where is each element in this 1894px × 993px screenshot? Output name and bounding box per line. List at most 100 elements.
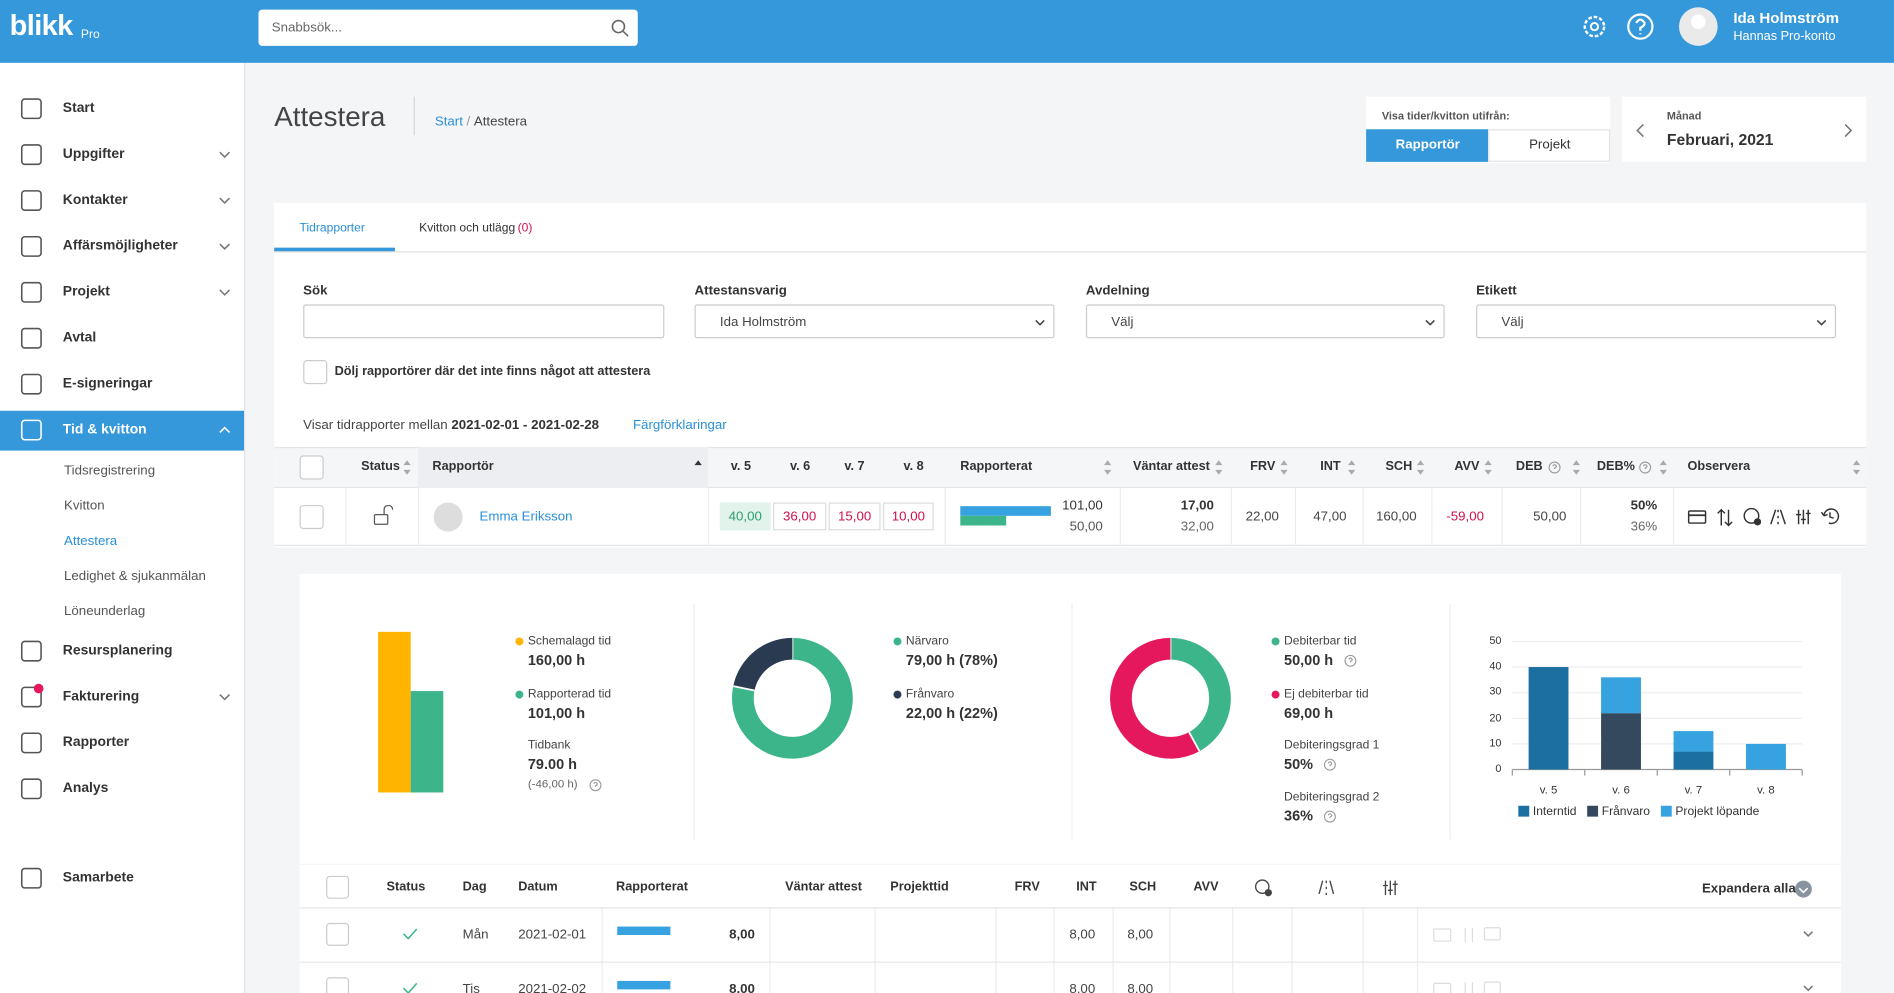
- sort-icon: [1348, 469, 1356, 475]
- nav-item[interactable]: Affärsmöjligheter: [62, 238, 178, 254]
- nav-item[interactable]: Resursplanering: [62, 643, 173, 658]
- breadcrumb-link[interactable]: Start: [434, 114, 463, 130]
- filter-label: Sök: [303, 283, 328, 299]
- reported-bar: [617, 926, 671, 936]
- nav-subitem[interactable]: Kvitton: [64, 498, 105, 514]
- filter-input[interactable]: [303, 304, 665, 339]
- row-checkbox[interactable]: [326, 977, 350, 993]
- column-header[interactable]: Rapportör: [432, 459, 494, 474]
- legend-dot: [515, 690, 524, 699]
- column-header[interactable]: Status: [386, 879, 426, 895]
- legend-label: Frånvaro: [905, 687, 955, 702]
- nav-item[interactable]: Tid & kvitton: [62, 422, 147, 437]
- filter-input[interactable]: [1476, 304, 1837, 339]
- nav-icon: [20, 778, 42, 800]
- help-icon: [1327, 761, 1333, 767]
- toggle-option[interactable]: Rapportör: [1395, 137, 1460, 153]
- column-header[interactable]: DEB: [1515, 459, 1543, 474]
- donut-segment: [1110, 637, 1200, 759]
- column-header[interactable]: Observera: [1687, 459, 1751, 474]
- nav-item[interactable]: Rapporter: [62, 735, 130, 750]
- toggle-active[interactable]: [1366, 129, 1489, 162]
- nav-item[interactable]: Avtal: [62, 330, 97, 346]
- column-header[interactable]: DEB%: [1596, 459, 1635, 474]
- sch-value: 8,00: [1127, 982, 1154, 993]
- column-header[interactable]: v. 7: [844, 459, 865, 474]
- date: 2021-02-01: [518, 927, 587, 943]
- reporter-name[interactable]: Emma Eriksson: [479, 509, 573, 525]
- row-icon: [1483, 927, 1501, 941]
- filter-input[interactable]: [1085, 304, 1445, 339]
- column-header[interactable]: AVV: [1193, 879, 1219, 895]
- filter-input[interactable]: [694, 304, 1055, 339]
- column-header[interactable]: Projekttid: [890, 879, 949, 895]
- reported-bar: [960, 506, 1051, 516]
- nav-item[interactable]: Projekt: [62, 284, 110, 300]
- week-cell[interactable]: [882, 502, 934, 531]
- column-header[interactable]: Dag: [462, 879, 487, 895]
- column-header[interactable]: FRV: [1250, 459, 1276, 474]
- stacked-bar: [1673, 751, 1714, 770]
- nav-item[interactable]: Uppgifter: [62, 146, 125, 162]
- header-checkbox[interactable]: [326, 875, 350, 899]
- sort-icon: [403, 469, 411, 475]
- nav-subitem[interactable]: Löneunderlag: [64, 603, 146, 619]
- nav-item[interactable]: Fakturering: [62, 689, 140, 704]
- week-cell[interactable]: [773, 502, 827, 531]
- column-header[interactable]: SCH: [1129, 879, 1157, 895]
- nav-subitem[interactable]: Tidsregistrering: [64, 463, 156, 479]
- donut-segment: [731, 637, 853, 759]
- week-cell[interactable]: [828, 502, 881, 531]
- toggle-option[interactable]: Projekt: [1529, 137, 1571, 153]
- column-header[interactable]: INT: [1076, 879, 1097, 895]
- column-header[interactable]: Datum: [518, 879, 558, 895]
- nav-subitem[interactable]: Ledighet & sjukanmälan: [64, 568, 206, 584]
- nav-item[interactable]: Start: [62, 101, 95, 116]
- nav-item[interactable]: E-signeringar: [62, 376, 153, 392]
- column-header[interactable]: FRV: [1014, 879, 1040, 895]
- row-checkbox[interactable]: [326, 922, 350, 946]
- legend-swatch: [1587, 805, 1599, 817]
- column-header[interactable]: v. 5: [730, 459, 751, 474]
- nav-item[interactable]: Samarbete: [62, 870, 134, 886]
- row-checkbox[interactable]: [299, 504, 324, 530]
- period-picker: [1622, 96, 1867, 162]
- week-value: 10,00: [891, 509, 925, 525]
- deb-value: 50,00: [1533, 509, 1567, 525]
- toggle-option[interactable]: [1488, 129, 1611, 162]
- status-check: [402, 928, 418, 940]
- sort-icon: [1104, 469, 1112, 475]
- tab-label[interactable]: Kvitton och utlägg: [419, 221, 516, 235]
- checkbox[interactable]: [303, 359, 328, 385]
- y-tick-label: 40: [1489, 659, 1502, 672]
- legend-link[interactable]: Färgförklaringar: [632, 417, 727, 433]
- column-header[interactable]: Rapporterat: [616, 879, 688, 895]
- nav-item[interactable]: Analys: [62, 781, 109, 796]
- rate-value: 36%: [1284, 807, 1314, 825]
- header-checkbox[interactable]: [299, 455, 324, 480]
- help-icon: [1323, 758, 1336, 771]
- column-header[interactable]: v. 8: [903, 459, 924, 474]
- column-header[interactable]: AVV: [1454, 459, 1480, 474]
- nav-subitem[interactable]: Attestera: [64, 533, 118, 549]
- column-header[interactable]: SCH: [1385, 459, 1413, 474]
- expand-all[interactable]: Expandera alla: [1701, 881, 1796, 897]
- nav-item[interactable]: Kontakter: [62, 192, 128, 208]
- stacked-bar: [1601, 713, 1641, 770]
- search-box[interactable]: [258, 9, 638, 46]
- column-header[interactable]: Väntar attest: [1133, 459, 1210, 474]
- column-header[interactable]: Status: [361, 459, 400, 474]
- column-header[interactable]: Rapporterat: [960, 459, 1033, 474]
- observe-icon: [1743, 507, 1760, 524]
- observe-icon: [1753, 518, 1762, 526]
- sort-icon: [1484, 460, 1492, 466]
- tab[interactable]: Tidrapporter: [299, 221, 365, 235]
- column-header[interactable]: v. 6: [789, 459, 811, 474]
- column-header[interactable]: Väntar attest: [785, 879, 862, 895]
- x-tick-label: v. 5: [1539, 783, 1558, 798]
- week-cell[interactable]: [719, 502, 771, 531]
- chevron: [219, 426, 231, 434]
- column-header[interactable]: INT: [1320, 459, 1341, 474]
- legend-dot: [1271, 637, 1280, 646]
